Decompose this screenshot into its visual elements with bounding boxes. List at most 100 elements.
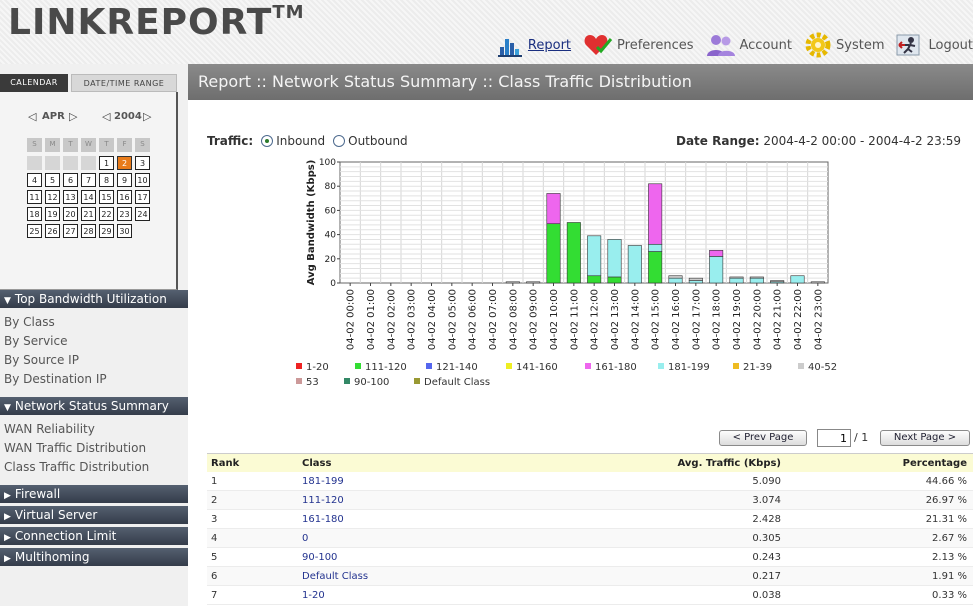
calendar-day[interactable]: 14 <box>81 190 96 204</box>
calendar-day[interactable]: 11 <box>27 190 42 204</box>
legend-item: 161-180 <box>585 362 637 373</box>
legend-label: 121-140 <box>436 362 478 373</box>
calendar-empty-cell <box>45 156 60 170</box>
calendar-day[interactable]: 13 <box>63 190 78 204</box>
calendar-day[interactable]: 5 <box>45 173 60 187</box>
outbound-radio-circle[interactable] <box>333 135 346 147</box>
legend-label: 90-100 <box>354 377 390 388</box>
cell-class[interactable]: 0 <box>302 533 309 544</box>
calendar-day[interactable]: 24 <box>135 207 150 221</box>
prev-page-button[interactable]: < Prev Page <box>719 430 807 446</box>
cell-avg: 3.074 <box>752 495 781 506</box>
sidebar-section-0[interactable]: ▼ Top Bandwidth Utilization <box>0 290 188 308</box>
calendar-day[interactable]: 19 <box>45 207 60 221</box>
bar-segment <box>648 243 663 252</box>
cell-class[interactable]: 90-100 <box>302 552 338 563</box>
nav-logout[interactable]: Logout <box>896 33 973 57</box>
weekday-header: T <box>63 138 78 152</box>
cell-pct: 21.31 % <box>925 514 967 525</box>
calendar-day[interactable]: 15 <box>99 190 114 204</box>
bar-segment <box>526 281 541 284</box>
sidebar-link[interactable]: Class Traffic Distribution <box>4 460 150 474</box>
calendar-day[interactable]: 17 <box>135 190 150 204</box>
calendar-day[interactable]: 12 <box>45 190 60 204</box>
cell-class[interactable]: 111-120 <box>302 495 344 506</box>
top-navigation: Report Preferences Account Sy <box>486 30 973 60</box>
x-tick-label: 04-02 08:00 <box>508 289 519 350</box>
calendar-day[interactable]: 26 <box>45 224 60 238</box>
sidebar-link[interactable]: WAN Reliability <box>4 422 95 436</box>
calendar-day[interactable]: 25 <box>27 224 42 238</box>
sidebar-section-3[interactable]: ▶ Virtual Server <box>0 506 188 524</box>
calendar-day[interactable]: 23 <box>117 207 132 221</box>
calendar-day[interactable]: 29 <box>99 224 114 238</box>
table-header: Rank Class Avg. Traffic (Kbps) Percentag… <box>207 453 973 472</box>
outbound-radio[interactable]: Outbound <box>333 134 408 148</box>
calendar-day[interactable]: 3 <box>135 156 150 170</box>
nav-preferences[interactable]: Preferences <box>583 33 694 57</box>
calendar-day[interactable]: 8 <box>99 173 114 187</box>
nav-system[interactable]: System <box>804 32 884 58</box>
bar-segment <box>587 235 602 277</box>
calendar-day-selected[interactable]: 2 <box>117 156 132 170</box>
x-tick-label: 04-02 11:00 <box>569 289 580 350</box>
calendar-day[interactable]: 18 <box>27 207 42 221</box>
sidebar-section-4[interactable]: ▶ Connection Limit <box>0 527 188 545</box>
bar-segment <box>770 280 785 283</box>
x-tick-label: 04-02 00:00 <box>346 289 357 350</box>
next-page-button[interactable]: Next Page > <box>880 430 970 446</box>
triangle-right-icon: ▶ <box>4 554 11 564</box>
sidebar-link[interactable]: By Destination IP <box>4 372 107 386</box>
next-year-icon[interactable]: ▷ <box>143 110 152 123</box>
calendar-day[interactable]: 1 <box>99 156 114 170</box>
tab-date-time-range[interactable]: DATE/TIME RANGE <box>71 74 177 92</box>
cell-class[interactable]: 181-199 <box>302 476 344 487</box>
inbound-radio[interactable]: Inbound <box>261 134 325 148</box>
calendar-day[interactable]: 7 <box>81 173 96 187</box>
calendar-day[interactable]: 30 <box>117 224 132 238</box>
legend-swatch <box>658 363 664 369</box>
nav-account[interactable]: Account <box>706 33 792 57</box>
calendar-day[interactable]: 9 <box>117 173 132 187</box>
calendar-day[interactable]: 27 <box>63 224 78 238</box>
sidebar-section-2[interactable]: ▶ Firewall <box>0 485 188 503</box>
cell-class[interactable]: 1-20 <box>302 590 325 601</box>
nav-report-label: Report <box>527 37 572 53</box>
legend-item: Default Class <box>414 377 490 388</box>
inbound-radio-circle[interactable] <box>261 135 274 147</box>
calendar-day[interactable]: 28 <box>81 224 96 238</box>
cell-rank: 1 <box>211 476 218 487</box>
prev-year-icon[interactable]: ◁ <box>102 110 111 123</box>
x-tick-label: 04-02 06:00 <box>468 289 479 350</box>
calendar-day[interactable]: 21 <box>81 207 96 221</box>
sidebar-section-5[interactable]: ▶ Multihoming <box>0 548 188 566</box>
sidebar-section-1[interactable]: ▼ Network Status Summary <box>0 397 188 415</box>
calendar-day[interactable]: 6 <box>63 173 78 187</box>
cell-class[interactable]: 161-180 <box>302 514 344 525</box>
bar-segment <box>729 276 744 279</box>
next-month-icon[interactable]: ▷ <box>69 110 78 123</box>
x-tick-label: 04-02 15:00 <box>651 289 662 350</box>
sidebar-section-items: By Class By Service By Source IP By Destina… <box>0 309 188 397</box>
nav-report[interactable]: Report <box>497 33 572 57</box>
sidebar-link[interactable]: By Source IP <box>4 353 79 367</box>
calendar-day[interactable]: 10 <box>135 173 150 187</box>
cell-class[interactable]: Default Class <box>302 571 369 582</box>
calendar-day[interactable]: 16 <box>117 190 132 204</box>
legend-swatch <box>506 363 512 369</box>
main-content: Traffic: Inbound Outbound Date Range: 20… <box>188 100 973 606</box>
calendar-day[interactable]: 20 <box>63 207 78 221</box>
sidebar-link[interactable]: By Service <box>4 334 68 348</box>
sidebar-link[interactable]: WAN Traffic Distribution <box>4 441 147 455</box>
sidebar-section-title: Top Bandwidth Utilization <box>14 292 167 306</box>
prev-month-icon[interactable]: ◁ <box>28 110 37 123</box>
x-tick-label: 04-02 12:00 <box>590 289 601 350</box>
legend-label: 181-199 <box>668 362 710 373</box>
tab-calendar[interactable]: CALENDAR <box>0 74 68 92</box>
sidebar-link[interactable]: By Class <box>4 315 55 329</box>
calendar-day[interactable]: 22 <box>99 207 114 221</box>
calendar-day[interactable]: 4 <box>27 173 42 187</box>
bar-segment <box>607 239 622 278</box>
table-row: 6 Default Class 0.217 1.91 % <box>207 567 973 586</box>
page-number-input[interactable] <box>817 429 851 447</box>
